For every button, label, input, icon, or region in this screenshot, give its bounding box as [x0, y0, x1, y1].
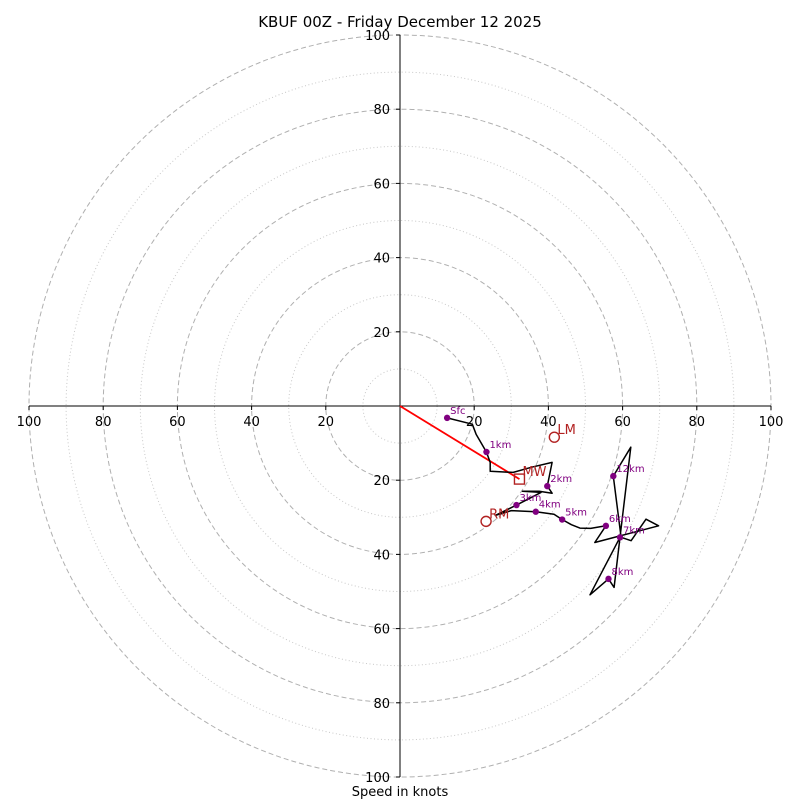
- height-marker-label: Sfc: [450, 406, 465, 417]
- y-tick-label: 20: [373, 474, 390, 489]
- tick-labels: 100 80 60 40 20 20 40 60 80 100 100 80 60 40 20 20 40 60 8…: [17, 29, 784, 786]
- x-tick-label: 40: [540, 415, 557, 430]
- height-marker-label: 3km: [519, 493, 541, 504]
- height-marker-label: 7km: [623, 525, 645, 536]
- storm-motion-markers: LM MW RM: [480, 423, 576, 528]
- storm-motion-marker: [548, 431, 561, 443]
- y-tick-label: 80: [373, 103, 390, 118]
- height-marker-dot: [602, 522, 610, 530]
- height-marker-label: 1km: [489, 440, 511, 451]
- height-marker-label: 8km: [612, 567, 634, 578]
- y-tick-label: 20: [373, 326, 390, 341]
- x-tick-label: 80: [95, 415, 112, 430]
- height-marker-dot: [483, 448, 490, 456]
- shear-vector-layer: [399, 405, 520, 480]
- x-tick-label: 80: [689, 415, 706, 430]
- y-tick-label: 60: [373, 177, 390, 192]
- shear-vector-line: [399, 405, 520, 480]
- height-marker-dot: [558, 516, 566, 523]
- x-tick-label: 100: [17, 415, 42, 430]
- mean-wind-marker: [513, 473, 526, 485]
- y-tick-label: 80: [373, 697, 390, 712]
- x-tick-label: 60: [169, 415, 186, 430]
- x-tick-label: 20: [466, 415, 483, 430]
- y-tick-label: 100: [365, 771, 390, 786]
- height-marker-label: 5km: [565, 508, 587, 519]
- storm-motion-label: RM: [489, 507, 509, 522]
- storm-motion-label: MW: [522, 465, 546, 480]
- height-marker-dot: [610, 472, 617, 480]
- height-marker-dot: [532, 508, 539, 515]
- height-marker-label: 2km: [550, 474, 572, 485]
- height-marker-dot: [544, 482, 551, 490]
- height-marker-label: 4km: [539, 500, 561, 511]
- y-tick-label: 100: [365, 29, 390, 44]
- x-tick-label: 20: [318, 415, 335, 430]
- x-tick-label: 100: [759, 415, 784, 430]
- height-marker-dot: [513, 501, 520, 509]
- x-tick-label: 60: [614, 415, 631, 430]
- chart-title: KBUF 00Z - Friday December 12 2025: [258, 13, 542, 31]
- y-tick-label: 40: [373, 548, 390, 563]
- x-axis-label: Speed in knots: [352, 785, 449, 800]
- height-marker-dot: [616, 534, 624, 541]
- height-marker-label: 12km: [616, 464, 644, 475]
- x-tick-label: 40: [243, 415, 260, 430]
- height-marker-dot: [443, 414, 451, 422]
- height-marker-dot: [605, 575, 612, 583]
- height-marker-label: 6km: [609, 514, 631, 525]
- y-tick-label: 40: [373, 252, 390, 267]
- storm-motion-label: LM: [557, 423, 575, 438]
- storm-motion-marker: [480, 515, 492, 528]
- y-tick-label: 60: [373, 623, 390, 638]
